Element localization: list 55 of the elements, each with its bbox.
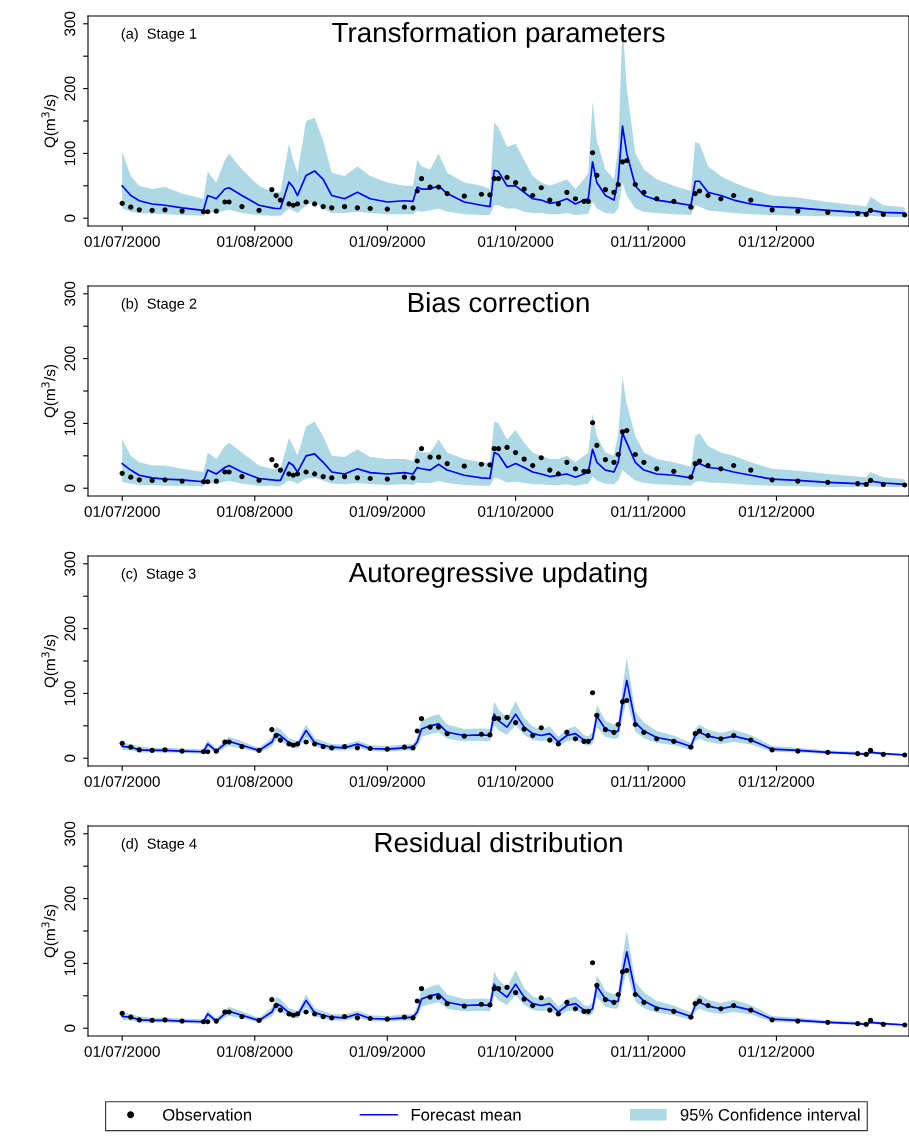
- y-axis-title: Q(m$^{3}$/s): [41, 94, 59, 148]
- x-tick-label: 01/07/2000: [84, 1045, 160, 1057]
- y-tick-label: 100: [64, 411, 76, 435]
- y-tick-label: 100: [64, 681, 76, 705]
- x-tick-label: 01/10/2000: [477, 505, 554, 517]
- x-tick-label: 01/09/2000: [349, 1045, 425, 1057]
- y-tick-label: 200: [64, 346, 76, 371]
- x-tick-label: 01/10/2000: [477, 1045, 554, 1057]
- y-tick-label: 0: [64, 754, 76, 762]
- x-tick-label: 01/08/2000: [217, 235, 293, 247]
- x-tick-label: 01/09/2000: [349, 775, 425, 787]
- x-tick-label: 01/12/2000: [738, 775, 815, 787]
- x-tick-label: 01/07/2000: [84, 505, 160, 517]
- x-tick-label: 01/11/2000: [611, 1045, 686, 1057]
- y-tick-label: 100: [64, 141, 76, 165]
- text: 95% Confidence interval: [680, 1108, 860, 1121]
- chart-title: Bias correction: [408, 291, 589, 313]
- text: (a) Stage 1: [121, 28, 197, 42]
- chart-title: Transformation parameters: [332, 21, 665, 48]
- y-tick-label: 300: [64, 281, 76, 306]
- chart-title: Autoregressive updating: [348, 561, 647, 588]
- legend-label: Forecast mean: [411, 1109, 521, 1121]
- x-tick-label: 01/11/2000: [611, 235, 686, 247]
- x-tick-label: 01/11/2000: [611, 505, 686, 517]
- y-tick-label: 300: [64, 551, 76, 576]
- x-tick-label: 01/08/2000: [217, 775, 293, 787]
- x-tick-label: 01/08/2000: [217, 505, 293, 517]
- x-tick-label: 01/07/2000: [84, 775, 160, 787]
- legend-label: Observation: [163, 1108, 252, 1121]
- y-tick-label: 200: [64, 76, 76, 101]
- x-tick-label: 01/12/2000: [738, 1045, 815, 1057]
- y-tick-label: 200: [64, 616, 76, 641]
- x-tick-label: 01/07/2000: [84, 235, 160, 247]
- x-tick-label: 01/12/2000: [738, 235, 815, 247]
- x-tick-label: 01/11/2000: [611, 775, 686, 787]
- text: (c) Stage 3: [121, 568, 196, 582]
- x-tick-label: 01/10/2000: [477, 775, 554, 787]
- text: (d) Stage 4: [121, 838, 197, 852]
- y-tick-label: 100: [64, 951, 76, 975]
- y-axis-title: Q(m$^{3}$/s): [41, 634, 59, 688]
- x-tick-label: 01/10/2000: [477, 235, 554, 247]
- y-tick-label: 0: [64, 214, 76, 222]
- y-tick-label: 0: [64, 1024, 76, 1032]
- chart-title: Residual distribution: [375, 831, 622, 853]
- y-axis-title: Q(m$^{3}$/s): [41, 364, 59, 418]
- text: (b) Stage 2: [121, 298, 197, 312]
- x-tick-label: 01/09/2000: [349, 235, 425, 247]
- x-tick-label: 01/12/2000: [738, 505, 815, 517]
- y-tick-label: 300: [64, 11, 76, 36]
- y-tick-label: 0: [64, 484, 76, 492]
- y-tick-label: 200: [64, 886, 76, 911]
- y-tick-label: 300: [64, 821, 76, 846]
- y-axis-title: Q(m$^{3}$/s): [41, 904, 59, 958]
- x-tick-label: 01/08/2000: [217, 1045, 293, 1057]
- x-tick-label: 01/09/2000: [349, 505, 425, 517]
